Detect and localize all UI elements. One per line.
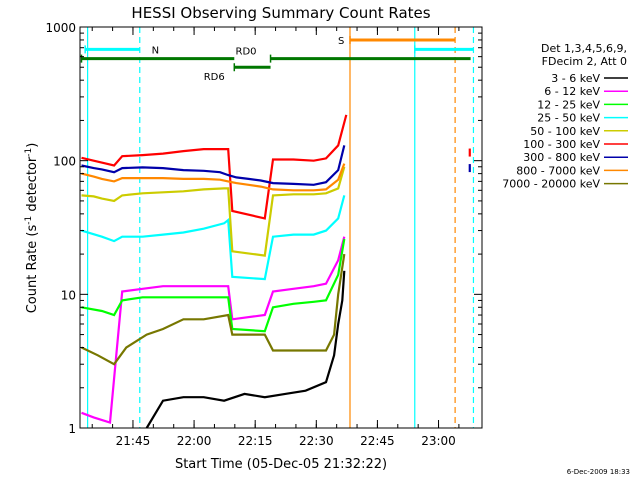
series-line-8	[81, 253, 346, 366]
axis-ticks: 21:45 22:00 22:15 22:30 22:45 23:00 1 10 100 1000	[45, 21, 482, 448]
legend-label-0: 3 - 6 keV	[551, 72, 600, 85]
flag-label-n: N	[152, 45, 159, 56]
series-line-2	[81, 238, 346, 333]
flag-label-s: S	[338, 36, 344, 47]
flag-label-rd0: RD0	[236, 47, 257, 58]
flag-bars: N S RD0 RD6	[80, 35, 474, 83]
y-axis-label: Count Rate (s-1 detector-1)	[24, 143, 40, 314]
x-tick-label-5: 23:00	[421, 434, 456, 448]
legend: Det 1,3,4,5,6,9,FDecim 2, Att 0 3 - 6 keV…	[502, 42, 628, 191]
flag-label-rd6: RD6	[204, 72, 225, 83]
plot-frame	[79, 26, 483, 429]
y-tick-label-1: 10	[61, 288, 76, 302]
legend-label-5: 100 - 300 keV	[523, 138, 600, 151]
legend-label-6: 300 - 800 keV	[523, 151, 600, 164]
y-tick-label-3: 1000	[45, 21, 76, 35]
series-line-7	[81, 163, 346, 192]
legend-label-4: 50 - 100 keV	[530, 125, 600, 138]
series-line-4	[81, 166, 346, 257]
x-tick-label-0: 21:45	[116, 434, 151, 448]
legend-label-2: 12 - 25 keV	[537, 98, 600, 111]
legend-header-1: FDecim 2, Att 0	[542, 55, 627, 68]
legend-label-8: 7000 - 20000 keV	[502, 178, 600, 191]
chart-title: HESSI Observing Summary Count Rates	[131, 4, 430, 22]
generation-timestamp: 6-Dec-2009 18:33	[567, 468, 630, 476]
x-axis-label: Start Time (05-Dec-05 21:32:22)	[175, 457, 387, 472]
x-tick-label-3: 22:30	[299, 434, 334, 448]
y-tick-label-0: 1	[68, 422, 76, 436]
series-line-5	[81, 114, 348, 220]
series-line-3	[81, 195, 346, 281]
series-line-0	[145, 270, 346, 429]
x-tick-label-4: 22:45	[360, 434, 395, 448]
series-line-6	[81, 145, 346, 186]
legend-label-1: 6 - 12 keV	[544, 85, 600, 98]
series-layer	[81, 114, 471, 429]
legend-header-0: Det 1,3,4,5,6,9,	[541, 42, 627, 55]
legend-label-3: 25 - 50 keV	[537, 112, 600, 125]
legend-label-7: 800 - 7000 keV	[516, 164, 600, 177]
y-tick-label-2: 100	[53, 155, 76, 169]
x-tick-label-2: 22:15	[238, 434, 273, 448]
x-tick-label-1: 22:00	[177, 434, 212, 448]
series-line-1	[81, 236, 346, 424]
vertical-markers	[87, 27, 475, 428]
